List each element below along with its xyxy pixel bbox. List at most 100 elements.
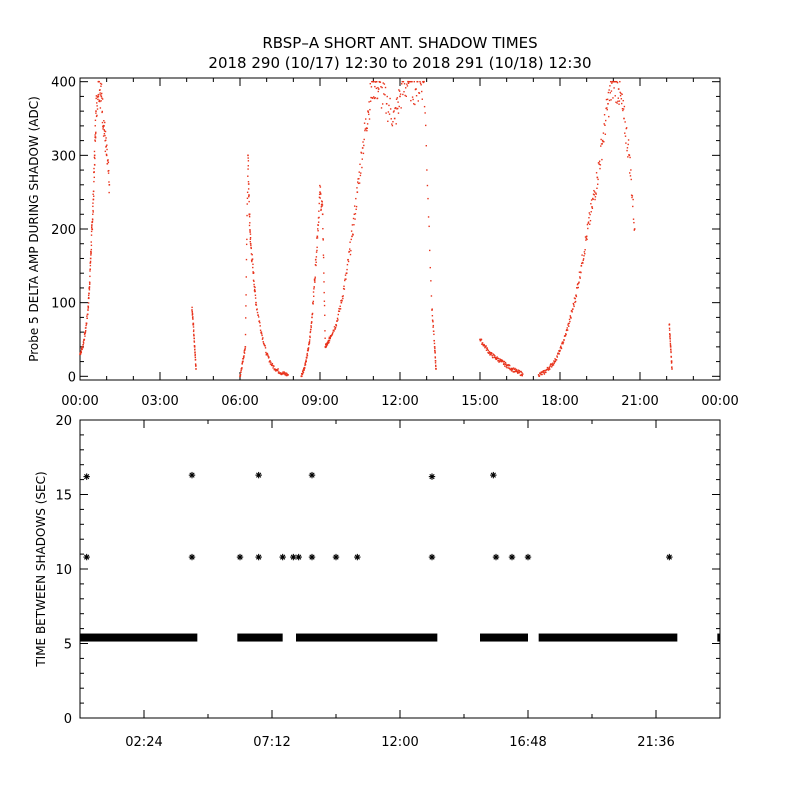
data-point [549, 365, 551, 367]
data-point [613, 87, 615, 89]
shadow-interval-point [492, 553, 500, 561]
data-point [82, 341, 85, 343]
shadow-interval-point [83, 553, 90, 561]
data-point [337, 319, 339, 321]
data-point [483, 345, 486, 347]
data-point [312, 303, 314, 305]
data-point [103, 133, 106, 135]
data-point [243, 355, 245, 357]
data-point [393, 117, 396, 120]
data-point [350, 230, 353, 232]
data-point [398, 89, 400, 91]
data-point [558, 353, 560, 355]
data-point [89, 282, 91, 284]
top-y-tick-label: 100 [51, 297, 76, 312]
data-point [89, 275, 91, 278]
data-point [104, 150, 107, 153]
data-point [251, 260, 253, 263]
data-point [614, 80, 616, 83]
data-point [338, 310, 341, 313]
data-point [603, 114, 606, 116]
data-point [191, 313, 194, 316]
shadow-interval-point [490, 471, 497, 479]
data-point [346, 263, 349, 266]
data-point [364, 128, 367, 130]
data-point [99, 82, 102, 85]
data-point [669, 334, 671, 336]
data-point [364, 129, 366, 132]
data-point [598, 163, 600, 165]
data-point [322, 239, 324, 241]
data-point [267, 354, 269, 356]
data-point [337, 310, 340, 312]
data-point [334, 326, 337, 329]
data-point [99, 100, 101, 103]
data-point [412, 98, 414, 101]
data-point [429, 266, 431, 269]
data-point [311, 312, 314, 315]
data-point [424, 112, 426, 114]
data-point [395, 107, 397, 109]
data-point [318, 196, 321, 199]
data-point [320, 193, 322, 195]
data-point [324, 314, 326, 317]
data-point [629, 172, 631, 174]
data-point [247, 154, 249, 157]
data-point [246, 214, 248, 217]
data-point [369, 108, 371, 111]
data-point [242, 360, 244, 362]
data-point [433, 346, 436, 348]
data-point [575, 295, 578, 298]
data-point [307, 349, 309, 352]
data-point [272, 367, 274, 369]
data-point [93, 167, 95, 170]
data-point [517, 369, 520, 371]
data-point [584, 236, 587, 238]
data-point [515, 368, 517, 371]
data-point [247, 165, 249, 167]
data-point [271, 364, 273, 367]
data-point [568, 318, 571, 321]
top-y-tick-label: 0 [68, 370, 76, 385]
data-point [432, 321, 434, 323]
data-point [389, 97, 391, 100]
data-point [104, 134, 106, 137]
data-point [377, 88, 380, 90]
data-point [267, 357, 270, 359]
data-point [388, 104, 390, 107]
data-point [361, 147, 364, 149]
data-point [103, 129, 105, 131]
data-point [317, 221, 320, 223]
data-point [88, 287, 91, 289]
data-point [571, 309, 573, 312]
data-point [560, 345, 562, 348]
data-point [514, 370, 517, 373]
data-point [620, 98, 623, 100]
data-point [107, 161, 110, 164]
data-point [82, 346, 84, 349]
data-point [505, 364, 508, 367]
data-point [94, 125, 96, 127]
data-point [105, 145, 107, 148]
data-point [479, 338, 481, 341]
data-point [89, 257, 92, 260]
data-point [397, 107, 399, 110]
data-point [305, 360, 307, 363]
data-point [90, 248, 93, 251]
data-point [583, 255, 585, 257]
data-point [546, 366, 549, 369]
data-point [398, 105, 400, 108]
data-point [81, 348, 83, 351]
bottom-y-tick-label: 15 [55, 489, 72, 504]
data-point [321, 200, 323, 202]
data-point [100, 83, 103, 85]
data-point [91, 226, 93, 229]
data-point [520, 374, 522, 377]
data-point [582, 258, 585, 260]
data-point [488, 352, 490, 354]
data-point [313, 286, 315, 288]
shadow-interval-band [480, 633, 528, 642]
data-point [365, 127, 368, 129]
data-point [435, 365, 437, 368]
data-point [510, 368, 512, 371]
